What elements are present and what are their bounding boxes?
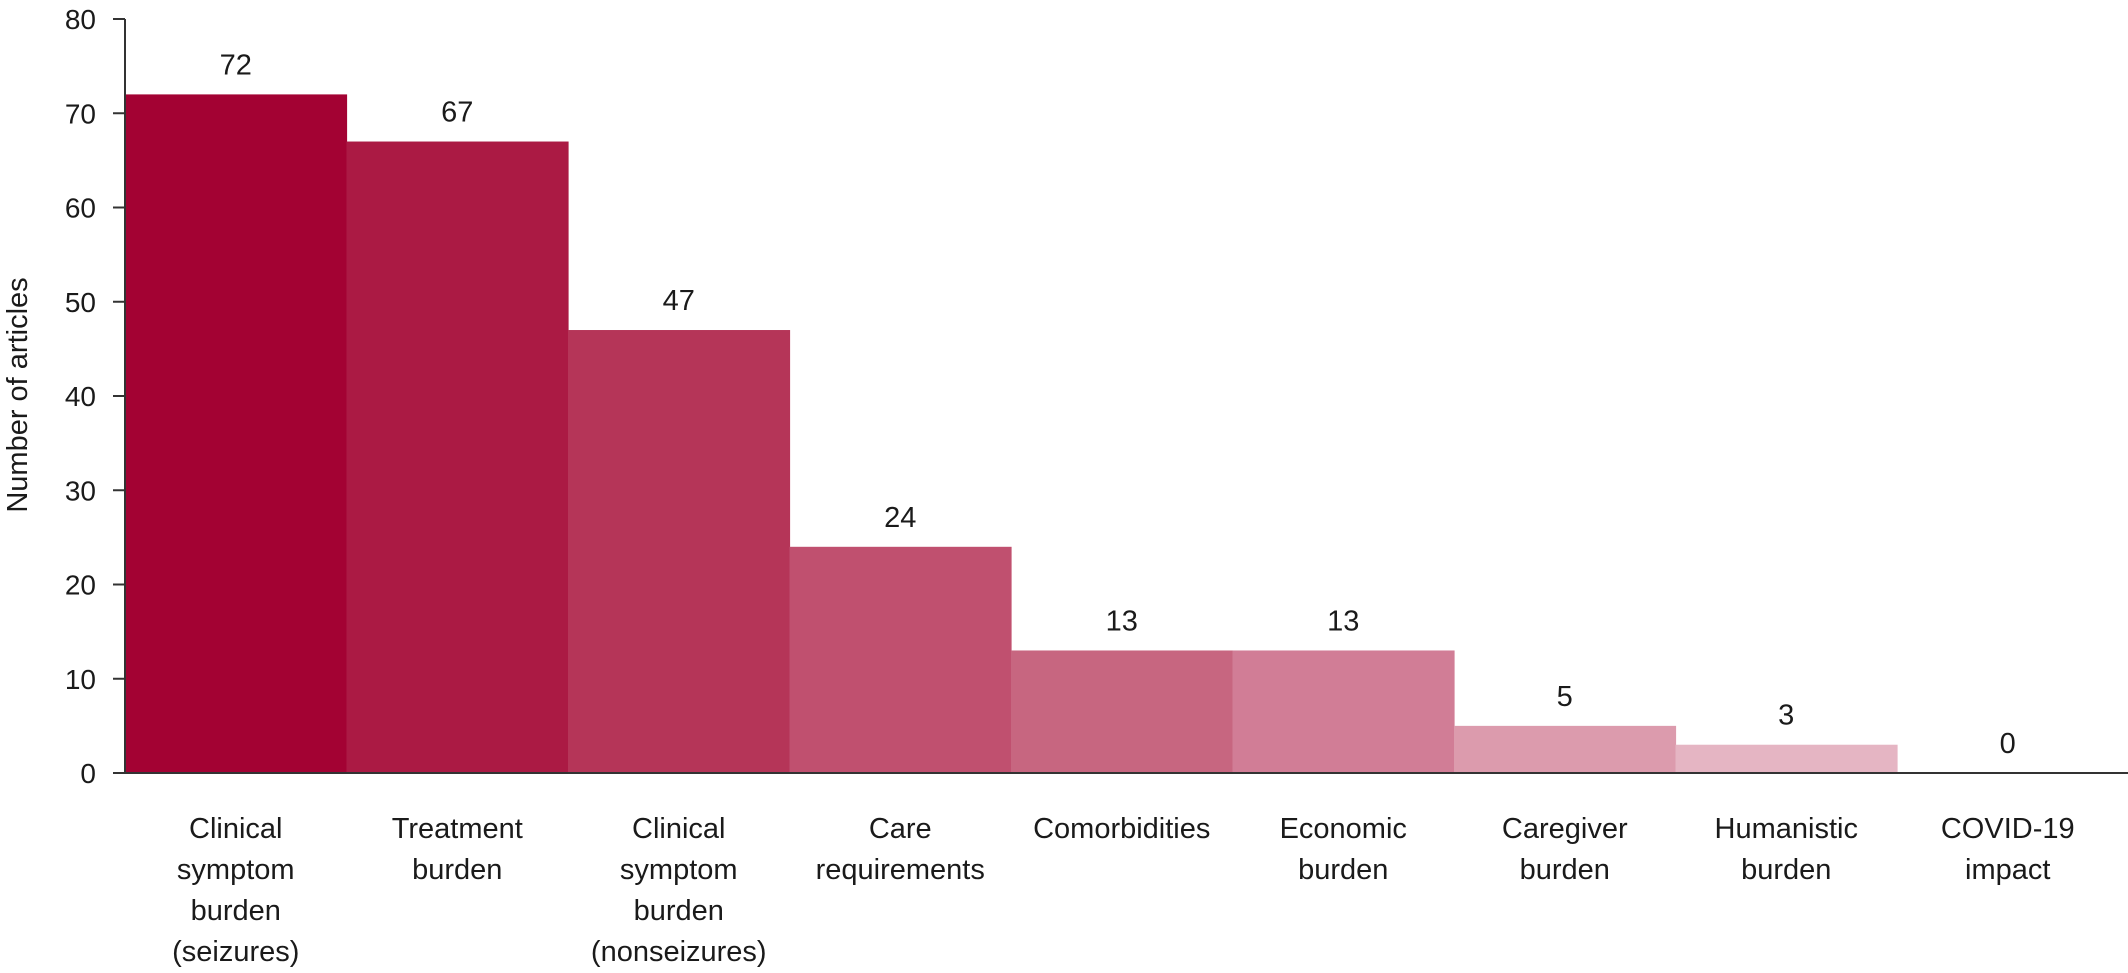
data-labels: 72 67 47 24 13 13 5 3 0 <box>220 49 2016 760</box>
category-label-line: Economic <box>1280 813 1407 845</box>
category-label-line: Treatment <box>392 813 523 845</box>
bar-value-label: 13 <box>1106 605 1138 637</box>
y-tick-label: 80 <box>65 4 96 35</box>
category-label-line: (seizures) <box>172 936 299 968</box>
bar <box>1232 650 1455 773</box>
bar <box>1011 650 1234 773</box>
y-tick-label: 20 <box>65 570 96 601</box>
bars <box>125 94 1898 773</box>
category-label-line: symptom <box>620 854 738 886</box>
bar <box>125 94 348 773</box>
category-label-line: impact <box>1965 854 2050 886</box>
category-label: Caregiver burden <box>1502 813 1628 886</box>
category-label-line: burden <box>412 854 502 886</box>
bar <box>346 141 569 773</box>
y-tick-label: 50 <box>65 287 96 318</box>
bar <box>1454 725 1677 773</box>
category-label: Treatment burden <box>392 813 523 886</box>
y-tick-label: 40 <box>65 381 96 412</box>
category-label-line: COVID-19 <box>1941 813 2075 845</box>
category-label-line: Humanistic <box>1715 813 1858 845</box>
category-label: Clinical symptom burden (nonseizures) <box>591 813 767 968</box>
category-label-line: Clinical <box>632 813 725 845</box>
category-label-line: (nonseizures) <box>591 936 767 968</box>
category-label-line: burden <box>1741 854 1831 886</box>
category-label-line: symptom <box>177 854 295 886</box>
y-tick-label: 70 <box>65 98 96 129</box>
category-labels: Clinical symptom burden (seizures) Treatment… <box>172 813 2075 968</box>
category-label: Care requirements <box>816 813 985 886</box>
bar-value-label: 3 <box>1778 700 1794 732</box>
bar-value-label: 72 <box>220 49 252 81</box>
category-label: Humanistic burden <box>1715 813 1858 886</box>
category-label-line: Clinical <box>189 813 282 845</box>
category-label: COVID-19 impact <box>1941 813 2075 886</box>
bar-value-label: 0 <box>2000 728 2016 760</box>
category-label-line: burden <box>191 895 281 927</box>
y-tick-label: 60 <box>65 193 96 224</box>
category-label-line: Caregiver <box>1502 813 1628 845</box>
bar <box>568 330 791 773</box>
y-tick-label: 30 <box>65 475 96 506</box>
category-label: Comorbidities <box>1033 813 1210 845</box>
category-label-line: burden <box>1520 854 1610 886</box>
y-axis-title: Number of articles <box>2 277 34 512</box>
bar-value-label: 5 <box>1557 681 1573 713</box>
bar-value-label: 67 <box>441 97 473 129</box>
category-label-line: burden <box>1298 854 1388 886</box>
y-tick-label: 0 <box>80 758 96 789</box>
bar <box>789 546 1012 773</box>
category-label-line: requirements <box>816 854 985 886</box>
category-label: Economic burden <box>1280 813 1407 886</box>
bar-value-label: 24 <box>884 502 916 534</box>
bar-value-label: 13 <box>1327 605 1359 637</box>
bar <box>1675 744 1898 773</box>
y-axis-ticks: 0 10 20 30 40 50 60 70 80 <box>65 4 125 789</box>
category-label-line: Comorbidities <box>1033 813 1210 845</box>
category-label-line: burden <box>634 895 724 927</box>
y-tick-label: 10 <box>65 664 96 695</box>
category-label-line: Care <box>869 813 932 845</box>
bar-value-label: 47 <box>663 285 695 317</box>
category-label: Clinical symptom burden (seizures) <box>172 813 299 968</box>
